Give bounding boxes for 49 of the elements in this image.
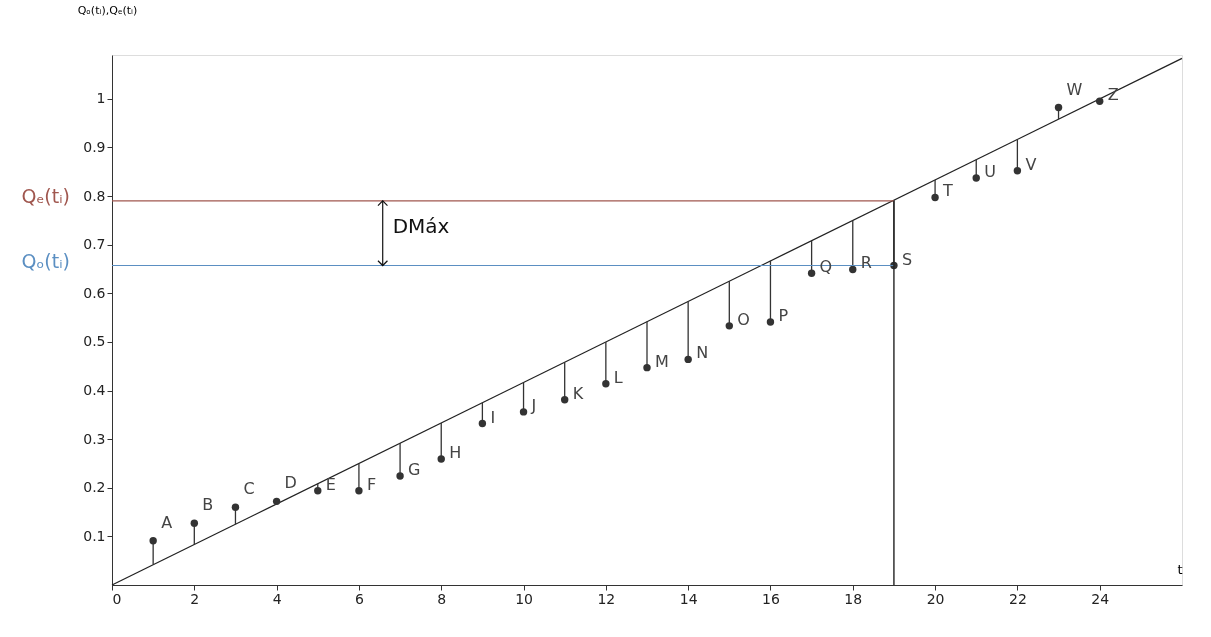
y-tick-label: 0.7 xyxy=(83,236,106,253)
y-tick-label: 0.5 xyxy=(83,333,106,350)
annotation: B xyxy=(202,495,214,515)
annotation: O xyxy=(737,309,750,329)
x-tick-label: 20 xyxy=(926,590,945,607)
x-tick-label: 14 xyxy=(679,590,698,607)
x-tick-label: 6 xyxy=(354,590,364,607)
annotation: P xyxy=(778,305,789,325)
annotation: DMáx xyxy=(392,214,450,239)
x-tick-label: 22 xyxy=(1008,590,1027,607)
x-tick-label: 0 xyxy=(112,590,122,607)
y-tick-label: 0.4 xyxy=(83,382,106,398)
annotation: J xyxy=(530,395,537,415)
annotation: M xyxy=(655,351,669,371)
annotation: W xyxy=(1066,79,1083,99)
ref-line-label: Qₒ(tᵢ) xyxy=(21,249,70,272)
annotation: F xyxy=(366,474,377,494)
annotation: V xyxy=(1025,154,1037,174)
annotation: G xyxy=(408,460,421,480)
annotation: N xyxy=(696,343,709,363)
annotation: L xyxy=(613,367,623,387)
annotation: C xyxy=(243,479,255,499)
x-tick-label: 2 xyxy=(190,590,200,607)
x-tick-label: 8 xyxy=(437,590,447,607)
y-tick-label: 0.1 xyxy=(83,527,106,544)
x-tick-label: 4 xyxy=(272,590,282,607)
y-tick-label: 0.2 xyxy=(83,479,106,496)
annotation: H xyxy=(449,443,462,463)
annotation: E xyxy=(325,474,336,494)
x-tick-label: 12 xyxy=(597,590,616,607)
y-tick-label: 0.6 xyxy=(83,284,106,301)
y-tick-label: 0.8 xyxy=(83,187,106,204)
x-tick-label: 16 xyxy=(762,590,780,607)
annotation: T xyxy=(942,181,954,201)
x-tick-label: 10 xyxy=(515,590,533,607)
annotation: D xyxy=(284,473,297,493)
y-tick-label: 1 xyxy=(96,90,106,107)
ref-line-label: Qₑ(tᵢ) xyxy=(21,184,70,207)
annotation: K xyxy=(572,383,584,403)
annotation: U xyxy=(984,162,996,182)
y-axis-title: Qₒ(tᵢ),Qₑ(tᵢ) xyxy=(77,3,138,17)
x-tick-label: 24 xyxy=(1091,590,1110,607)
annotation: I xyxy=(490,407,496,427)
x-axis-title: t xyxy=(1177,561,1183,577)
y-tick-label: 0.9 xyxy=(83,138,106,155)
annotation: A xyxy=(161,512,173,532)
x-tick-label: 18 xyxy=(844,590,863,607)
annotation: S xyxy=(901,249,913,269)
y-tick-label: 0.3 xyxy=(83,430,106,447)
